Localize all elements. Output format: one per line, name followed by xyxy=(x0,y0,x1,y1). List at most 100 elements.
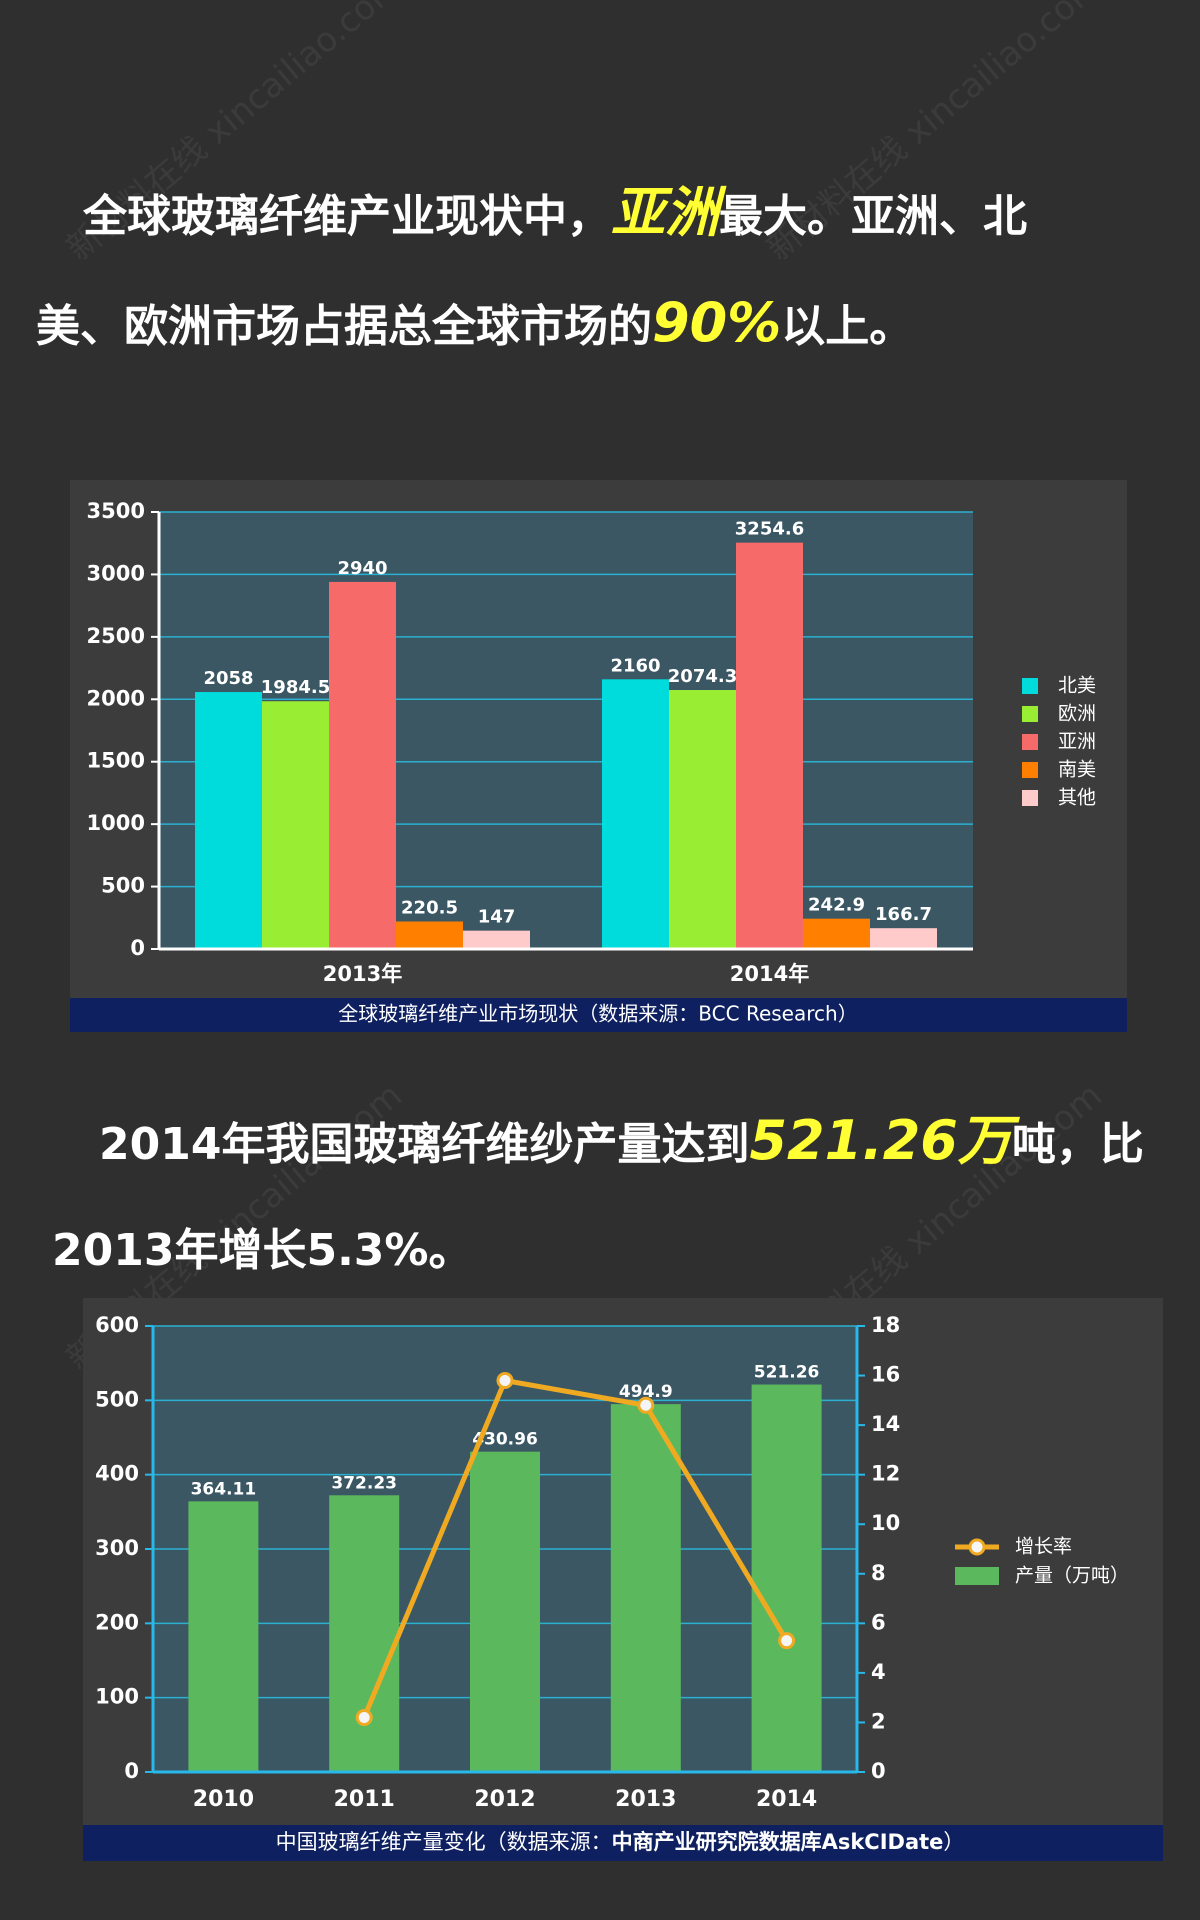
caption-part: 中国玻璃纤维产量变化（数据来源： xyxy=(276,1830,612,1854)
value-label: 2074.3 xyxy=(668,666,737,687)
y-tick-label: 1000 xyxy=(87,811,145,835)
value-label: 364.11 xyxy=(191,1479,257,1499)
y2-tick-label: 6 xyxy=(871,1610,886,1634)
line xyxy=(361,1377,789,1719)
headline-text: 吨，比 xyxy=(1011,1119,1144,1170)
y2-tick-label: 16 xyxy=(871,1363,900,1387)
legend-swatch xyxy=(1022,762,1038,778)
y-tick-label: 600 xyxy=(95,1313,139,1337)
legend-label: 北美 xyxy=(1058,675,1096,697)
legend-label: 南美 xyxy=(1058,759,1096,781)
y-tick-label: 400 xyxy=(95,1462,139,1486)
bar xyxy=(262,701,329,949)
y-tick-label: 300 xyxy=(95,1536,139,1560)
value-label: 2058 xyxy=(203,668,253,689)
bar xyxy=(669,690,736,949)
y-tick-label: 3500 xyxy=(87,499,145,523)
legend-swatch xyxy=(1022,678,1038,694)
legend-label: 增长率 xyxy=(1015,1536,1072,1558)
x-tick-label: 2010 xyxy=(193,1787,254,1812)
headline-text: 2014年我国玻璃纤维纱产量达到 xyxy=(99,1119,750,1170)
legend-swatch xyxy=(1022,734,1038,750)
caption-band xyxy=(83,1825,1163,1861)
y-tick-label: 500 xyxy=(101,874,145,898)
y2-tick-label: 8 xyxy=(871,1561,886,1585)
headline-text: 美、欧洲市场占据总全球市场的 xyxy=(36,301,652,352)
legend-swatch xyxy=(1022,790,1038,806)
bar xyxy=(195,692,262,949)
value-label: 147 xyxy=(478,907,516,928)
legend-swatch xyxy=(955,1567,999,1585)
y-tick-label: 0 xyxy=(130,936,145,960)
y2-tick-label: 0 xyxy=(871,1759,886,1783)
headline-text: 最大。亚洲、北 xyxy=(719,191,1027,242)
legend-label: 欧洲 xyxy=(1058,703,1096,725)
bar xyxy=(470,1451,540,1772)
legend-label: 产量（万吨） xyxy=(1015,1565,1129,1587)
headline: 2014年我国玻璃纤维纱产量达到521.26万吨，比 2013年增长5.3%。 xyxy=(52,1088,1200,1304)
value-label: 430.96 xyxy=(472,1430,538,1450)
bar xyxy=(463,930,530,949)
value-label: 166.7 xyxy=(875,904,932,925)
headline-highlight: 521.26万 xyxy=(749,1109,1012,1172)
bar xyxy=(329,581,396,949)
x-tick-label: 2013年 xyxy=(323,962,402,986)
value-label: 494.9 xyxy=(619,1382,673,1402)
headline-highlight: 亚洲 xyxy=(611,181,719,244)
value-label: 521.26 xyxy=(754,1363,820,1383)
y-tick-label: 2500 xyxy=(87,624,145,648)
y-tick-label: 2000 xyxy=(87,686,145,710)
x-tick-label: 2014 xyxy=(756,1787,817,1812)
headline: 全球玻璃纤维产业现状中，亚洲最大。亚洲、北 美、欧洲市场占据总全球市场的90%以上… xyxy=(36,160,1186,380)
x-tick-label: 2013 xyxy=(615,1787,676,1812)
y-tick-label: 100 xyxy=(95,1685,139,1709)
value-label: 372.23 xyxy=(331,1473,397,1493)
legend-label: 其他 xyxy=(1058,787,1096,809)
line-point xyxy=(355,1708,373,1726)
y2-tick-label: 4 xyxy=(871,1660,886,1684)
bar xyxy=(329,1495,400,1772)
line-point xyxy=(637,1396,655,1414)
line-point xyxy=(496,1372,514,1390)
value-label: 242.9 xyxy=(808,895,865,916)
bar xyxy=(602,679,669,949)
y-tick-label: 3000 xyxy=(87,561,145,585)
bar xyxy=(751,1384,822,1772)
legend-swatch xyxy=(968,1538,986,1556)
value-label: 3254.6 xyxy=(735,519,804,540)
bar xyxy=(736,542,803,949)
bar xyxy=(610,1404,681,1772)
x-tick-label: 2011 xyxy=(334,1787,395,1812)
caption: 全球玻璃纤维产业市场现状（数据来源：BCC Research） xyxy=(338,1002,857,1026)
caption: 中国玻璃纤维产量变化（数据来源：中商产业研究院数据库AskCIDate） xyxy=(276,1830,965,1854)
bar xyxy=(870,928,937,949)
caption-band xyxy=(70,998,1127,1032)
caption-part: ） xyxy=(943,1830,964,1854)
bar xyxy=(188,1501,259,1772)
value-label: 2940 xyxy=(337,558,387,579)
y-tick-label: 200 xyxy=(95,1610,139,1634)
y2-tick-label: 12 xyxy=(871,1462,900,1486)
y-tick-label: 0 xyxy=(124,1759,139,1783)
legend-swatch xyxy=(1022,706,1038,722)
y-tick-label: 500 xyxy=(95,1387,139,1411)
y2-tick-label: 14 xyxy=(871,1412,900,1436)
y2-tick-label: 10 xyxy=(871,1511,900,1535)
headline-text: 全球玻璃纤维产业现状中， xyxy=(83,191,611,242)
value-label: 1984.5 xyxy=(261,677,330,698)
value-label: 220.5 xyxy=(401,897,458,918)
y2-tick-label: 18 xyxy=(871,1313,900,1337)
line-point xyxy=(778,1632,796,1650)
y-tick-label: 1500 xyxy=(87,749,145,773)
bar xyxy=(396,921,463,949)
x-tick-label: 2014年 xyxy=(730,962,809,986)
value-label: 2160 xyxy=(610,655,660,676)
caption-part: 中商产业研究院数据库AskCIDate xyxy=(612,1830,944,1854)
legend-label: 亚洲 xyxy=(1058,731,1096,753)
bar xyxy=(803,918,870,949)
y2-tick-label: 2 xyxy=(871,1709,886,1733)
x-tick-label: 2012 xyxy=(474,1787,535,1812)
headline-text: 2013年增长5.3%。 xyxy=(52,1225,473,1276)
